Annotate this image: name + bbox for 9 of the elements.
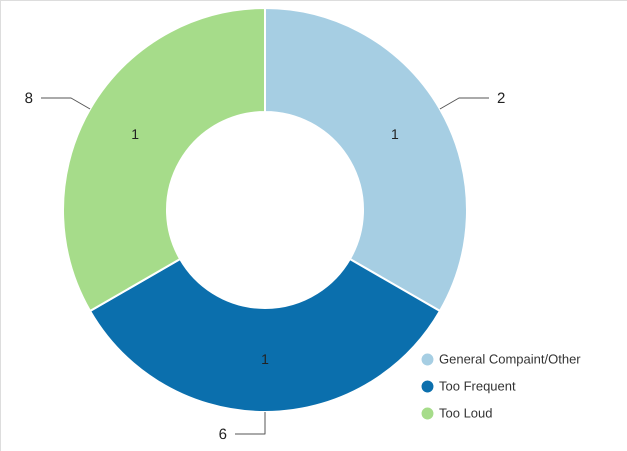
data-label: 1 <box>131 126 140 142</box>
legend-label: Too Frequent <box>439 378 516 394</box>
data-label: 1 <box>391 126 400 142</box>
text: 2 <box>496 90 506 107</box>
data-label: 1 <box>261 351 270 367</box>
text: 6 <box>218 426 227 443</box>
text: 8 <box>24 90 34 107</box>
legend-label: General Compaint/Other <box>439 352 582 366</box>
legend-label: Too Loud <box>439 406 492 420</box>
